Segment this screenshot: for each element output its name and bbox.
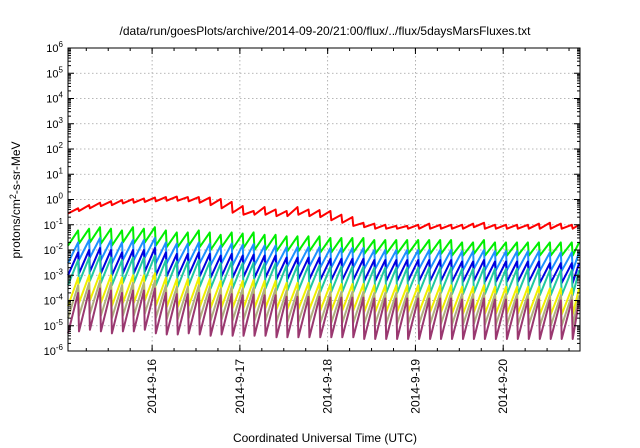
y-tick-label-base: 10 <box>44 220 56 232</box>
series-line-1 <box>67 195 580 230</box>
y-tick-label-exp: 3 <box>59 116 64 125</box>
y-tick-label: 10-3 <box>44 267 64 282</box>
y-tick-label-base: 10 <box>44 321 56 333</box>
y-tick-label: 10-6 <box>44 343 64 358</box>
series-line-5 <box>67 254 581 297</box>
x-tick-label: 2014-9-19 <box>408 359 422 414</box>
x-tick-label: 2014-9-17 <box>233 359 247 414</box>
y-tick-label: 10-1 <box>44 217 64 232</box>
y-tick-label-base: 10 <box>44 245 56 257</box>
y-axis-label-post: -s-sr-MeV <box>9 141 23 194</box>
y-tick-label-exp: -2 <box>56 242 64 251</box>
series-line-8 <box>67 287 581 340</box>
y-tick-label: 104 <box>46 91 63 106</box>
y-tick-label-exp: -1 <box>56 217 64 226</box>
y-tick-label-base: 10 <box>46 94 58 106</box>
x-tick-label: 2014-9-16 <box>145 359 159 414</box>
series-group <box>67 195 581 340</box>
y-tick-label-base: 10 <box>44 346 56 358</box>
y-tick-label-exp: 5 <box>59 65 64 74</box>
y-tick-label-base: 10 <box>46 169 58 181</box>
y-tick-label: 101 <box>46 166 63 181</box>
y-tick-label-base: 10 <box>44 270 56 282</box>
y-tick-label-exp: 4 <box>59 91 64 100</box>
y-tick-label: 10-5 <box>44 318 64 333</box>
y-axis-label-pre: protons/cm <box>9 199 23 258</box>
chart-title: /data/run/goesPlots/archive/2014-09-20/2… <box>120 24 532 38</box>
y-tick-label-exp: 2 <box>59 141 64 150</box>
y-tick-label: 10-2 <box>44 242 64 257</box>
x-axis-label: Coordinated Universal Time (UTC) <box>233 431 417 445</box>
y-tick-label-base: 10 <box>46 195 58 207</box>
y-tick-label-base: 10 <box>46 119 58 131</box>
y-tick-label: 103 <box>46 116 63 131</box>
y-axis-label: protons/cm2-s-sr-MeV <box>8 141 23 258</box>
y-tick-label-exp: 0 <box>59 192 64 201</box>
y-tick-label: 100 <box>46 192 63 207</box>
y-tick-label-exp: -4 <box>56 293 64 302</box>
y-tick-label: 105 <box>46 65 63 80</box>
y-tick-label-base: 10 <box>46 144 58 156</box>
y-tick-label-exp: 6 <box>59 40 64 49</box>
y-tick-label-base: 10 <box>46 43 58 55</box>
y-tick-label-exp: 1 <box>59 166 64 175</box>
y-tick-label-base: 10 <box>46 68 58 80</box>
y-tick-label-exp: -3 <box>56 267 64 276</box>
y-axis-label-sup: 2 <box>8 194 18 199</box>
x-tick-label: 2014-9-18 <box>321 359 335 414</box>
y-tick-label: 10-4 <box>44 293 64 308</box>
x-tick-label: 2014-9-20 <box>496 359 510 414</box>
y-tick-label-exp: -5 <box>56 318 64 327</box>
y-tick-label-base: 10 <box>44 296 56 308</box>
y-tick-label: 106 <box>46 40 63 55</box>
axes-group: 10-610-510-410-310-210-11001011021031041… <box>44 40 580 414</box>
y-tick-label: 102 <box>46 141 63 156</box>
series-line-2 <box>67 226 580 257</box>
y-tick-label-exp: -6 <box>56 343 64 352</box>
